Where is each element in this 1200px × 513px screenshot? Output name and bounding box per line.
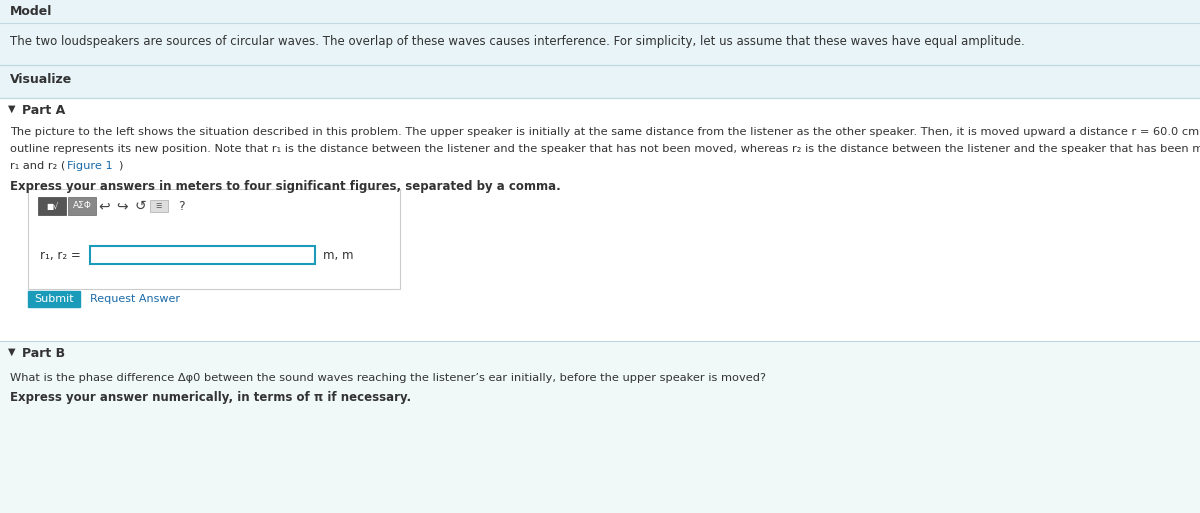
Text: Express your answers in meters to four significant figures, separated by a comma: Express your answers in meters to four s…	[10, 180, 560, 193]
Text: What is the phase difference Δφ0 between the sound waves reaching the listener’s: What is the phase difference Δφ0 between…	[10, 373, 766, 383]
Text: Part B: Part B	[22, 347, 65, 360]
Text: Express your answer numerically, in terms of π if necessary.: Express your answer numerically, in term…	[10, 391, 412, 404]
Text: ▼: ▼	[8, 104, 16, 114]
Text: ΑΣΦ: ΑΣΦ	[72, 202, 91, 210]
Text: outline represents its new position. Note that r₁ is the distance between the li: outline represents its new position. Not…	[10, 144, 1200, 154]
Text: ▼: ▼	[8, 347, 16, 357]
FancyBboxPatch shape	[38, 197, 66, 215]
FancyBboxPatch shape	[150, 200, 168, 212]
FancyBboxPatch shape	[0, 341, 1200, 513]
FancyBboxPatch shape	[28, 291, 80, 307]
Text: ): )	[118, 161, 122, 171]
Text: r₁ and r₂ (: r₁ and r₂ (	[10, 161, 65, 171]
Text: Visualize: Visualize	[10, 73, 72, 86]
Text: Request Answer: Request Answer	[90, 294, 180, 304]
FancyBboxPatch shape	[28, 189, 400, 289]
FancyBboxPatch shape	[0, 98, 1200, 341]
FancyBboxPatch shape	[90, 246, 314, 264]
Text: ■√: ■√	[46, 202, 58, 210]
Text: ↪: ↪	[116, 199, 128, 213]
Text: ☰: ☰	[156, 203, 162, 209]
FancyBboxPatch shape	[68, 197, 96, 215]
Text: The two loudspeakers are sources of circular waves. The overlap of these waves c: The two loudspeakers are sources of circ…	[10, 35, 1025, 48]
Text: Figure 1: Figure 1	[67, 161, 113, 171]
Text: Model: Model	[10, 5, 53, 18]
Text: Submit: Submit	[34, 294, 74, 304]
Text: The picture to the left shows the situation described in this problem. The upper: The picture to the left shows the situat…	[10, 127, 1200, 137]
Text: ↩: ↩	[98, 199, 110, 213]
Text: ↺: ↺	[134, 199, 146, 213]
FancyBboxPatch shape	[0, 0, 1200, 23]
FancyBboxPatch shape	[0, 65, 1200, 98]
Text: m, m: m, m	[323, 249, 354, 263]
Text: Part A: Part A	[22, 104, 65, 117]
Text: ?: ?	[178, 200, 185, 212]
FancyBboxPatch shape	[0, 23, 1200, 65]
Text: r₁, r₂ =: r₁, r₂ =	[40, 249, 80, 263]
